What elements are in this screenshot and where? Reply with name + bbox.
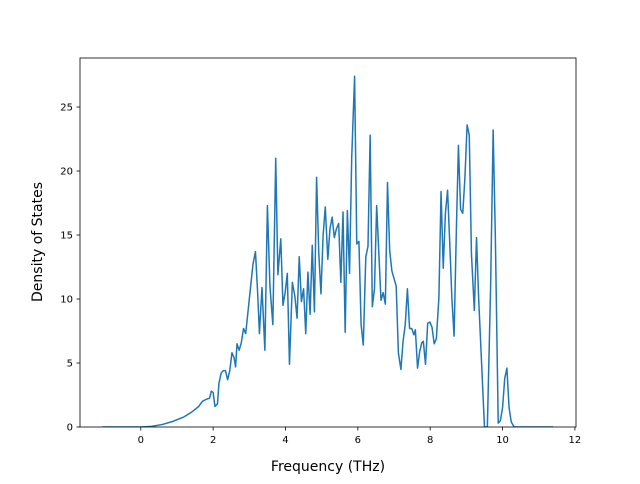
y-tick-label: 5 (67, 359, 73, 370)
x-axis-label: Frequency (THz) (271, 459, 385, 475)
y-tick-label: 25 (60, 103, 73, 114)
x-tick-label: 6 (355, 435, 361, 446)
plot-frame (79, 57, 577, 428)
x-tick-label: 2 (210, 435, 216, 446)
y-tick-label: 15 (60, 231, 73, 242)
x-tick-label: 0 (138, 435, 144, 446)
y-tick-label: 20 (60, 167, 73, 178)
line-series (102, 75, 554, 427)
x-tick-label: 12 (569, 435, 582, 446)
y-tick-label: 10 (60, 295, 73, 306)
y-axis-label: Density of States (30, 182, 46, 302)
x-tick-label: 10 (496, 435, 509, 446)
x-tick-label: 8 (427, 435, 433, 446)
y-tick-label: 0 (67, 423, 73, 434)
x-tick-label: 4 (282, 435, 288, 446)
